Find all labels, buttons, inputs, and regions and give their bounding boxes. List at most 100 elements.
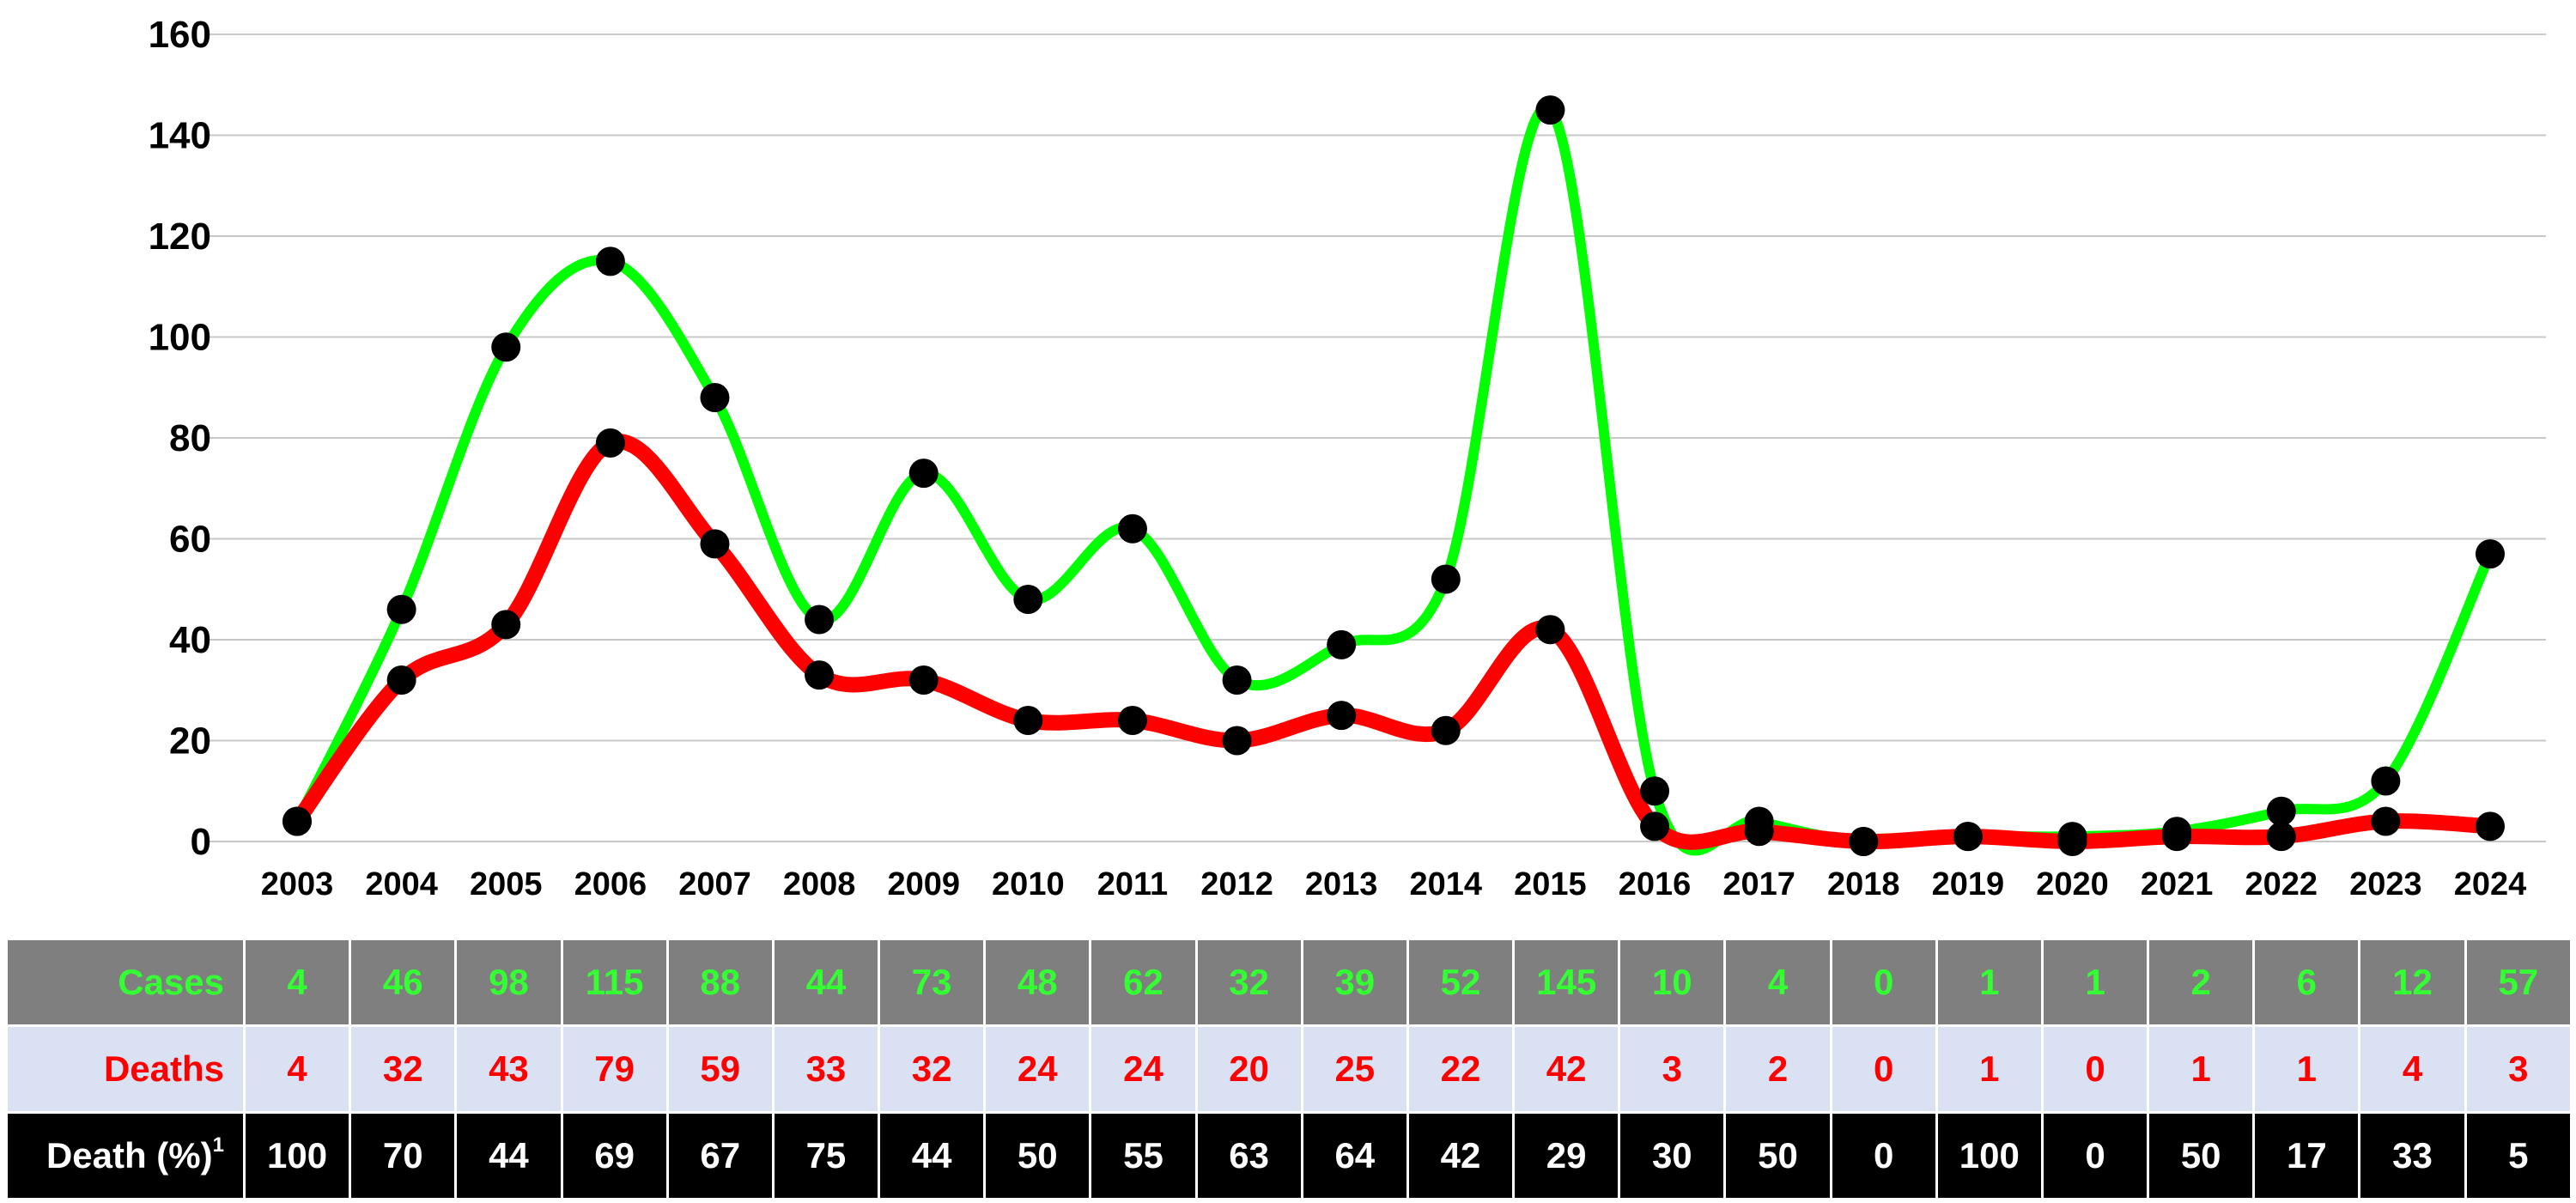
- data-point-cases: [1222, 665, 1252, 695]
- death-pct-cell: 29: [1512, 1111, 1621, 1200]
- deaths-cell: 3: [2464, 1024, 2573, 1114]
- series-line-cases: [292, 102, 2495, 856]
- deaths-cell: 33: [771, 1024, 881, 1114]
- deaths-cell: 24: [983, 1024, 1092, 1114]
- death-pct-cell: 100: [242, 1111, 352, 1200]
- x-tick-label: 2003: [261, 866, 334, 902]
- death-pct-cell: 69: [560, 1111, 669, 1200]
- death-pct-row-label: Death (%)1: [5, 1111, 246, 1200]
- cases-cell: 48: [983, 938, 1092, 1027]
- data-point-deaths: [700, 529, 730, 559]
- x-tick-label: 2020: [2036, 866, 2109, 902]
- data-point-deaths: [1640, 811, 1670, 841]
- cases-cell: 39: [1300, 938, 1409, 1027]
- data-point-deaths: [1849, 827, 1879, 856]
- cases-cell: 2: [2147, 938, 2256, 1027]
- deaths-row-label: Deaths: [5, 1024, 246, 1114]
- y-tick-label: 140: [149, 115, 211, 157]
- data-point-deaths: [1222, 726, 1252, 756]
- death-pct-cell: 33: [2358, 1111, 2467, 1200]
- x-tick-label: 2012: [1200, 866, 1273, 902]
- data-point-deaths: [1013, 706, 1043, 735]
- data-point-deaths: [283, 806, 312, 836]
- death-pct-cell: 75: [771, 1111, 881, 1200]
- cases-cell: 115: [560, 938, 669, 1027]
- cases-cell: 4: [242, 938, 352, 1027]
- deaths-cell: 32: [878, 1024, 987, 1114]
- data-point-deaths: [2266, 822, 2296, 852]
- y-axis-ticks: 0 20 40 60 80 100 120 140 160: [149, 14, 211, 863]
- data-point-deaths: [805, 660, 835, 690]
- death-pct-cell: 67: [665, 1111, 775, 1200]
- deaths-cell: 0: [1829, 1024, 1938, 1114]
- death-pct-cell: 55: [1089, 1111, 1198, 1200]
- data-table: Cases 4 46 98 115 88 44 73 48 62 32 39 52 145 10 4 0 1 1 2…: [5, 938, 2573, 1200]
- cases-cell: 4: [1723, 938, 1832, 1027]
- death-pct-cell: 63: [1194, 1111, 1303, 1200]
- cases-cell: 32: [1194, 938, 1303, 1027]
- deaths-cell: 42: [1512, 1024, 1621, 1114]
- data-point-deaths: [386, 665, 416, 695]
- data-point-cases: [491, 332, 521, 362]
- cases-cell: 52: [1406, 938, 1516, 1027]
- cases-cell: 44: [771, 938, 881, 1027]
- cases-cell: 10: [1618, 938, 1727, 1027]
- deaths-cell: 20: [1194, 1024, 1303, 1114]
- deaths-cell: 43: [454, 1024, 563, 1114]
- x-tick-label: 2013: [1305, 866, 1378, 902]
- death-pct-footnote-mark: 1: [212, 1133, 224, 1157]
- deaths-cell: 4: [2358, 1024, 2467, 1114]
- y-tick-label: 120: [149, 216, 211, 258]
- deaths-cell: 4: [242, 1024, 352, 1114]
- cases-cell: 1: [1935, 938, 2044, 1027]
- deaths-row: Deaths 4 32 43 79 59 33 32 24 24 20 25 22 42 3 2 0 1 0 1 1 4…: [5, 1024, 2573, 1114]
- deaths-cell: 1: [2252, 1024, 2361, 1114]
- cases-cell: 1: [2040, 938, 2150, 1027]
- y-tick-label: 160: [149, 14, 211, 56]
- x-tick-label: 2018: [1827, 866, 1900, 902]
- death-pct-cell: 50: [983, 1111, 1092, 1200]
- data-point-cases: [1327, 629, 1357, 659]
- x-tick-label: 2023: [2349, 866, 2422, 902]
- data-point-cases: [908, 459, 939, 489]
- data-point-cases: [700, 383, 730, 412]
- y-tick-label: 0: [191, 821, 211, 863]
- x-tick-label: 2006: [574, 866, 647, 902]
- deaths-cell: 25: [1300, 1024, 1409, 1114]
- cases-cell: 0: [1829, 938, 1938, 1027]
- death-pct-cell: 0: [1829, 1111, 1938, 1200]
- data-point-cases: [1431, 564, 1461, 594]
- x-axis-ticks: 2003 2004 2005 2006 2007 2008 2009 2010 2011 2012…: [261, 866, 2527, 902]
- cases-cell: 98: [454, 938, 563, 1027]
- deaths-cell: 24: [1089, 1024, 1198, 1114]
- cases-cell: 145: [1512, 938, 1621, 1027]
- data-point-cases: [595, 246, 625, 276]
- cases-row: Cases 4 46 98 115 88 44 73 48 62 32 39 52 145 10 4 0 1 1 2…: [5, 938, 2573, 1027]
- x-tick-label: 2022: [2245, 866, 2318, 902]
- cases-cell: 73: [878, 938, 987, 1027]
- data-point-cases: [386, 594, 416, 624]
- data-point-deaths: [1117, 706, 1147, 735]
- x-tick-label: 2010: [992, 866, 1065, 902]
- death-pct-label-text: Death (%): [46, 1135, 213, 1176]
- death-pct-cell: 5: [2464, 1111, 2573, 1200]
- deaths-cell: 0: [2040, 1024, 2150, 1114]
- cases-cell: 62: [1089, 938, 1198, 1027]
- x-tick-label: 2017: [1722, 866, 1795, 902]
- cases-cell: 57: [2464, 938, 2573, 1027]
- y-tick-label: 20: [169, 720, 211, 763]
- data-point-cases: [1013, 585, 1043, 614]
- data-point-deaths: [1953, 822, 1983, 852]
- death-pct-cell: 0: [2040, 1111, 2150, 1200]
- deaths-cell: 1: [2147, 1024, 2256, 1114]
- data-point-deaths: [1327, 701, 1357, 731]
- death-pct-cell: 42: [1406, 1111, 1516, 1200]
- death-pct-cell: 30: [1618, 1111, 1727, 1200]
- death-pct-cell: 50: [1723, 1111, 1832, 1200]
- y-tick-label: 80: [169, 417, 211, 459]
- data-point-deaths: [2476, 811, 2505, 841]
- x-tick-label: 2014: [1410, 866, 1483, 902]
- data-point-deaths: [2057, 827, 2087, 856]
- death-pct-cell: 50: [2147, 1111, 2256, 1200]
